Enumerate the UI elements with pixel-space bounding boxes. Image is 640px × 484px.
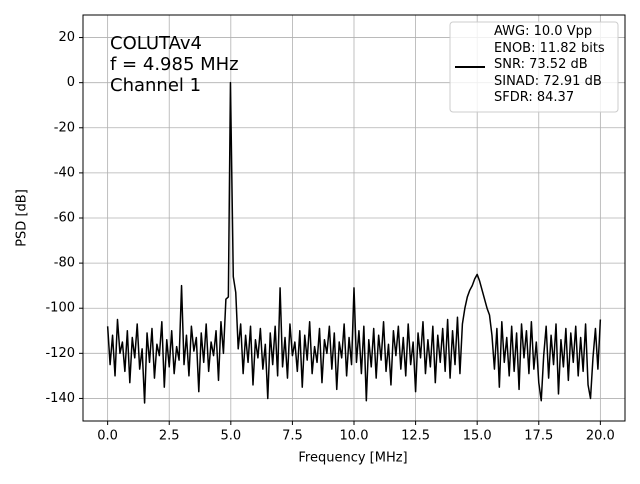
y-tick-label: 20 — [58, 30, 75, 45]
psd-line — [106, 81, 602, 404]
x-tick-label: 7.5 — [282, 429, 303, 444]
y-tick-label: -100 — [45, 301, 75, 316]
x-tick-label: 5.0 — [220, 429, 241, 444]
y-tick-label: -60 — [54, 211, 75, 226]
y-tick-label: -20 — [54, 120, 75, 135]
x-tick-label: 10.0 — [340, 429, 369, 444]
y-tick-label: 0 — [67, 75, 75, 90]
y-axis-label: PSD [dB] — [15, 189, 30, 247]
y-tick-label: -40 — [54, 165, 75, 180]
plot-frame — [82, 14, 626, 422]
x-tick-label: 15.0 — [463, 429, 492, 444]
y-tick-label: -120 — [45, 346, 75, 361]
y-tick-label: -80 — [54, 256, 75, 271]
x-axis-label: Frequency [MHz] — [298, 451, 407, 466]
legend-box — [449, 21, 619, 113]
legend-label: AWG: 10.0 Vpp ENOB: 11.82 bits SNR: 73.5… — [494, 24, 605, 105]
x-tick-label: 20.0 — [586, 429, 615, 444]
y-tick-label: -140 — [45, 391, 75, 406]
x-tick-label: 17.5 — [524, 429, 553, 444]
annotation: COLUTAv4 f = 4.985 MHz Channel 1 — [110, 33, 239, 96]
x-tick-label: 12.5 — [401, 429, 430, 444]
x-tick-label: 2.5 — [159, 429, 180, 444]
x-tick-label: 0.0 — [97, 429, 118, 444]
